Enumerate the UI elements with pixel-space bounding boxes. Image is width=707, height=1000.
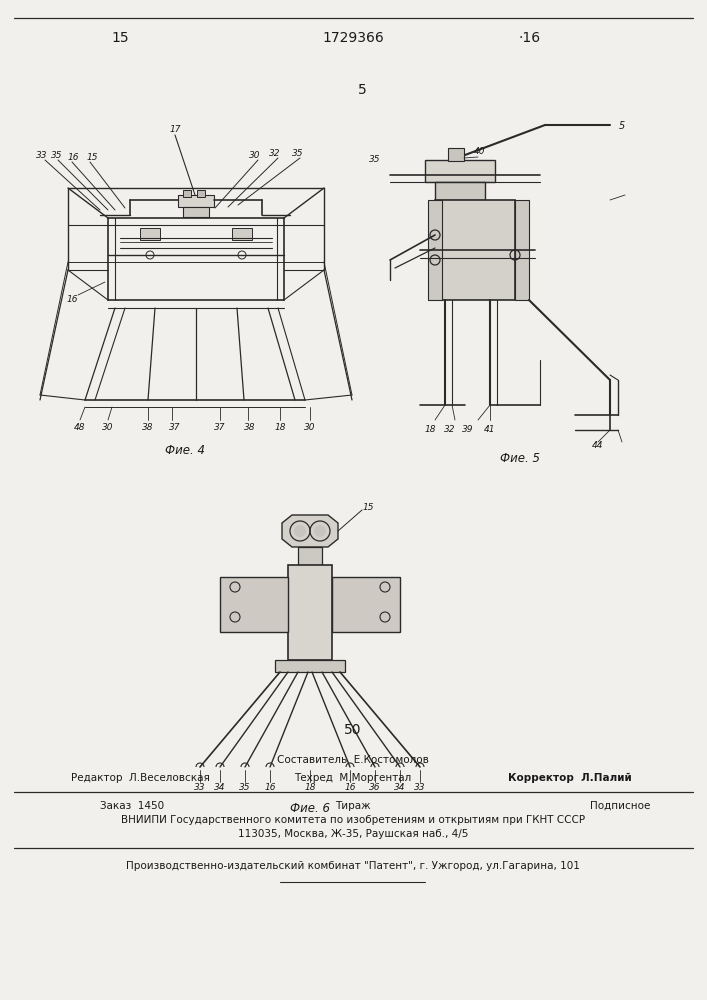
- Text: 44: 44: [592, 440, 604, 450]
- Bar: [435, 200, 515, 300]
- Bar: [515, 200, 529, 300]
- Text: Тираж: Тираж: [335, 801, 370, 811]
- Bar: [288, 565, 332, 660]
- Text: 30: 30: [103, 424, 114, 432]
- Bar: [232, 228, 252, 240]
- Circle shape: [314, 525, 326, 537]
- Text: 38: 38: [244, 424, 256, 432]
- Text: 16: 16: [344, 784, 356, 792]
- Text: 18: 18: [274, 424, 286, 432]
- Text: 35: 35: [292, 148, 304, 157]
- Text: 34: 34: [214, 784, 226, 792]
- Bar: [140, 228, 160, 240]
- Bar: [275, 660, 345, 672]
- Circle shape: [294, 525, 306, 537]
- Text: 17: 17: [169, 125, 181, 134]
- Text: 18: 18: [424, 426, 436, 434]
- Text: Составитель  Е.Костомолов: Составитель Е.Костомолов: [277, 755, 429, 765]
- Text: 15: 15: [111, 31, 129, 45]
- Bar: [428, 200, 442, 300]
- Text: 18: 18: [304, 784, 316, 792]
- Bar: [178, 195, 214, 207]
- Bar: [425, 160, 495, 182]
- Text: 37: 37: [214, 424, 226, 432]
- Text: ·16: ·16: [519, 31, 541, 45]
- Text: 1729366: 1729366: [322, 31, 384, 45]
- Text: 15: 15: [86, 152, 98, 161]
- Text: 35: 35: [369, 155, 381, 164]
- Text: 16: 16: [66, 296, 78, 304]
- Text: Фие. 4: Фие. 4: [165, 444, 205, 456]
- Text: 33: 33: [194, 784, 206, 792]
- Text: 40: 40: [474, 147, 486, 156]
- Text: Заказ  1450: Заказ 1450: [100, 801, 164, 811]
- Text: 50: 50: [344, 723, 362, 737]
- Text: 35: 35: [51, 150, 63, 159]
- Text: Техред  М.Моргентал: Техред М.Моргентал: [294, 773, 411, 783]
- Bar: [220, 577, 288, 632]
- Text: 34: 34: [395, 784, 406, 792]
- Text: 35: 35: [239, 784, 251, 792]
- Text: Производственно-издательский комбинат "Патент", г. Ужгород, ул.Гагарина, 101: Производственно-издательский комбинат "П…: [126, 861, 580, 871]
- Text: 113035, Москва, Ж-35, Раушская наб., 4/5: 113035, Москва, Ж-35, Раушская наб., 4/5: [238, 829, 468, 839]
- Text: 5: 5: [358, 83, 366, 97]
- Bar: [332, 577, 400, 632]
- Text: 41: 41: [484, 426, 496, 434]
- Text: 33: 33: [414, 784, 426, 792]
- Text: Фие. 5: Фие. 5: [500, 452, 540, 464]
- Text: Редактор  Л.Веселовская: Редактор Л.Веселовская: [71, 773, 209, 783]
- Text: ВНИИПИ Государственного комитета по изобретениям и открытиям при ГКНТ СССР: ВНИИПИ Государственного комитета по изоб…: [121, 815, 585, 825]
- Bar: [448, 148, 464, 161]
- Bar: [183, 207, 209, 217]
- Text: 5: 5: [619, 121, 625, 131]
- Text: 38: 38: [142, 424, 153, 432]
- Text: 39: 39: [462, 426, 474, 434]
- Bar: [197, 190, 205, 197]
- Text: 16: 16: [264, 784, 276, 792]
- Text: 48: 48: [74, 424, 86, 432]
- Text: 37: 37: [169, 424, 181, 432]
- Bar: [435, 182, 485, 200]
- Bar: [183, 190, 191, 197]
- Text: Корректор  Л.Палий: Корректор Л.Палий: [508, 773, 632, 783]
- Text: 30: 30: [250, 150, 261, 159]
- Bar: [298, 547, 322, 565]
- Text: 33: 33: [36, 150, 48, 159]
- Text: Подписное: Подписное: [590, 801, 650, 811]
- Text: 36: 36: [369, 784, 381, 792]
- Text: 15: 15: [362, 502, 374, 512]
- Text: 16: 16: [67, 152, 78, 161]
- Polygon shape: [282, 515, 338, 547]
- Text: Фие. 6: Фие. 6: [290, 802, 330, 816]
- Text: 32: 32: [269, 148, 281, 157]
- Text: 30: 30: [304, 424, 316, 432]
- Text: 32: 32: [444, 426, 456, 434]
